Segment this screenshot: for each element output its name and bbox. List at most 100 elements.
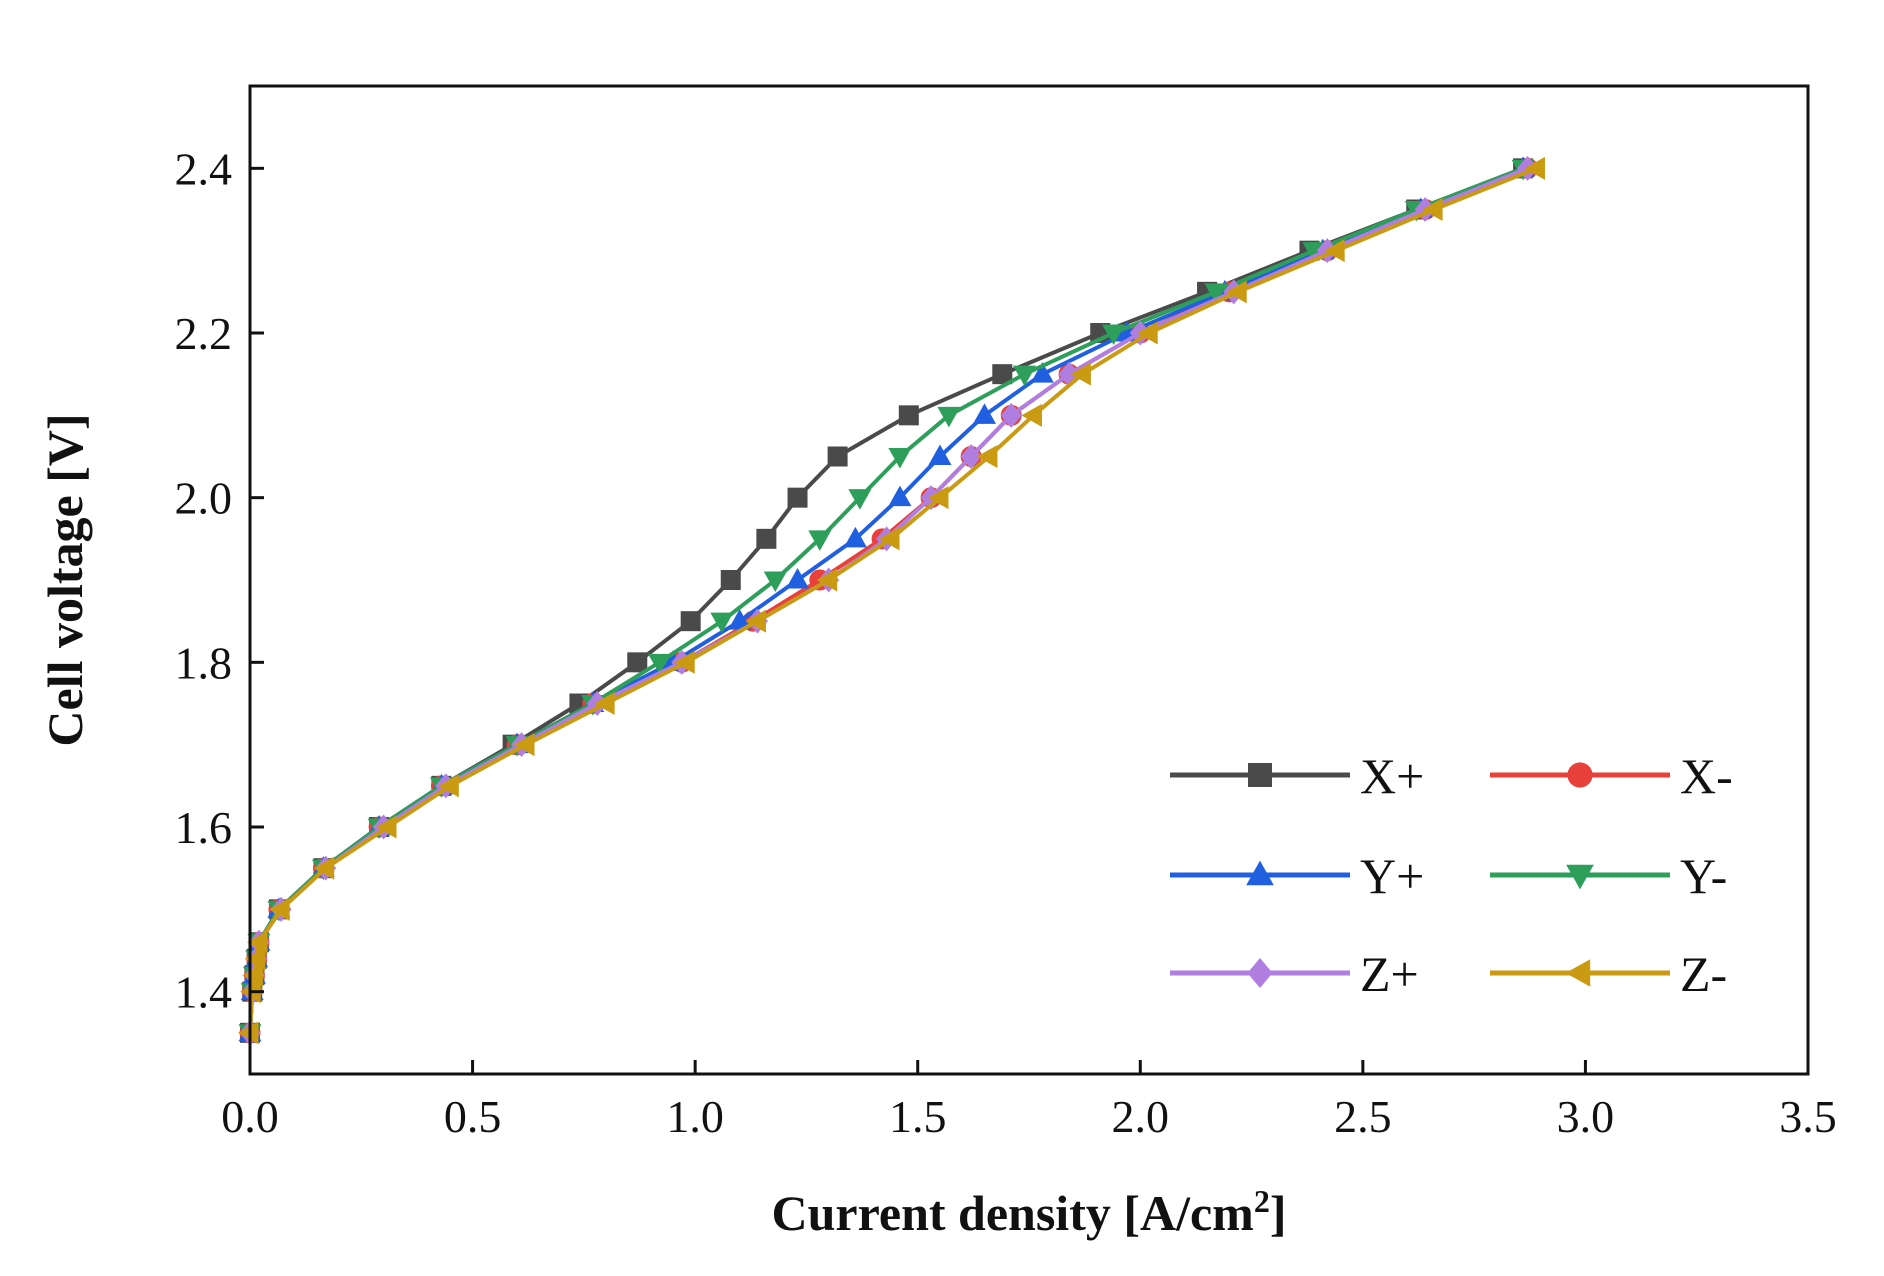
x-tick-label: 2.0 [1112,1091,1170,1142]
legend-swatch-marker [1565,959,1591,987]
data-point [680,611,701,632]
legend-item: Y+ [1170,848,1424,904]
legend-label: X- [1680,748,1733,804]
data-point [1524,156,1545,180]
y-tick-label: 2.0 [175,473,233,524]
data-point [269,897,290,921]
legend-swatch-marker [1246,860,1274,886]
data-point [927,486,949,510]
data-point [1030,362,1054,383]
data-point [438,774,459,798]
data-point [898,405,919,426]
x-tick-label: 2.5 [1334,1091,1392,1142]
x-tick-label: 3.5 [1779,1091,1837,1142]
x-tick-label: 1.0 [666,1091,724,1142]
data-point [594,692,615,715]
data-point [976,445,998,468]
legend-swatch-marker [1567,762,1593,788]
legend-swatch-marker [1247,958,1273,988]
data-point [879,527,900,551]
legend-label: Y- [1680,848,1727,904]
data-point [808,530,832,551]
data-point [313,856,335,880]
legend-label: Y+ [1360,848,1424,904]
series-line [248,166,1524,1033]
data-point [888,448,912,469]
legend-swatch-marker [1566,864,1594,890]
series-Z+ [239,155,1539,1046]
data-point [745,609,766,633]
x-axis-title: Current density [A/cm2] [771,1183,1286,1241]
legend-label: X+ [1360,748,1424,804]
data-point [960,444,982,469]
legend-label: Z- [1680,946,1727,1002]
data-point [1021,403,1042,427]
legend-item: Z+ [1170,946,1419,1002]
plot-frame [248,84,1810,1076]
legend: X+ X- Y+ Y- Z+ Z- [1170,748,1733,1002]
data-point [1137,321,1158,345]
data-point [756,528,777,549]
series-line [248,166,1524,1033]
data-point [674,650,695,674]
y-tick-label: 1.6 [175,802,233,853]
data-point [1422,198,1443,221]
legend-swatch-marker [1248,763,1272,787]
legend-item: X- [1490,748,1733,804]
data-point [648,653,672,675]
data-point [992,364,1013,385]
y-tick-label: 1.4 [175,967,233,1018]
data-point [1102,324,1126,345]
data-point [787,487,808,508]
data-point [1204,283,1228,304]
data-point [1013,365,1037,387]
data-point [928,444,952,465]
series-X+ [240,158,1534,1043]
data-point [888,485,912,507]
data-point [1324,239,1345,263]
series-line [248,166,1538,1033]
data-point [246,930,268,954]
series-Y+ [238,156,1535,1042]
x-tick-label: 1.5 [889,1091,947,1142]
data-point [375,815,397,839]
x-axis-title-end: ] [1270,1185,1287,1241]
x-tick-label: 0.5 [444,1091,502,1142]
series-line [248,166,1529,1033]
axis-ticks: 0.0 0.5 1.0 1.5 2.0 2.5 3.0 3.5 1.4 1.6 1.8 2.0 2.2 2… [175,143,1837,1142]
series-line [248,166,1529,1033]
series-X- [239,157,1539,1044]
legend-item: Y- [1490,848,1727,904]
data-point [513,733,535,757]
legend-item: Z- [1490,946,1727,1002]
data-point [720,570,741,590]
data-point [786,568,810,589]
x-axis-title-sup: 2 [1254,1183,1270,1219]
y-tick-label: 2.4 [175,143,233,194]
x-tick-label: 0.0 [221,1091,279,1142]
data-point [972,403,996,424]
data-point [816,568,838,592]
legend-item: X+ [1170,748,1424,804]
x-tick-label: 3.0 [1557,1091,1615,1142]
data-point [763,571,787,592]
data-point [937,406,961,428]
data-point [1000,402,1022,428]
series-Y- [238,159,1535,1045]
data-layer [238,155,1545,1046]
y-tick-label: 2.2 [175,308,233,359]
data-point [848,489,872,510]
data-point [244,947,266,971]
data-point [242,963,263,987]
y-axis-title: Cell voltage [V] [37,413,93,746]
data-point [1070,362,1091,386]
series-Z- [238,156,1545,1045]
x-axis-title-main: Current density [A/cm [771,1185,1253,1241]
data-point [728,609,752,630]
data-point [627,652,648,673]
data-point [827,446,848,467]
series-line [248,166,1524,1033]
data-point [710,612,734,634]
legend-label: Z+ [1360,946,1419,1002]
